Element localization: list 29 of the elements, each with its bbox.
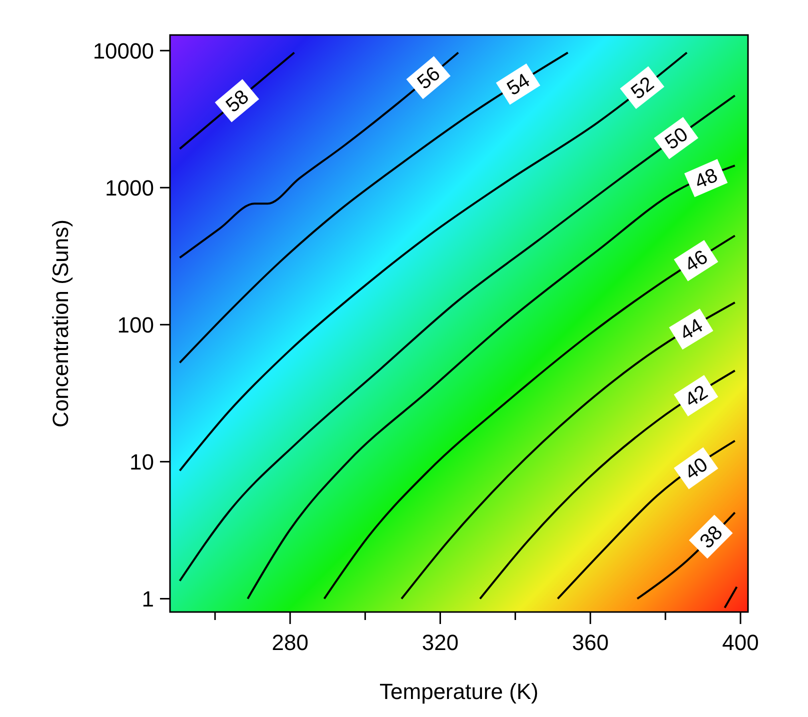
text: 46 <box>681 246 712 277</box>
y-tick-label: 10 <box>130 449 154 474</box>
line-series <box>178 52 460 259</box>
y-axis-title: Concentration (Suns) <box>48 220 73 428</box>
text: 44 <box>676 314 707 346</box>
x-tick-label: 400 <box>722 630 759 655</box>
text: 56 <box>413 62 445 94</box>
y-tick-label: 100 <box>117 312 154 338</box>
line-series <box>178 52 569 364</box>
text: 40 <box>681 454 712 484</box>
x-tick-label: 280 <box>272 630 308 655</box>
text: 42 <box>681 381 712 412</box>
y-tick-label: 10000 <box>92 38 154 64</box>
line-series <box>479 370 736 600</box>
line-series <box>400 302 736 600</box>
line-series <box>323 234 736 600</box>
text: 54 <box>503 70 534 100</box>
x-tick-label: 360 <box>572 630 609 655</box>
line-series <box>556 440 736 600</box>
text: 48 <box>692 164 721 194</box>
text: 52 <box>627 72 658 104</box>
text: 58 <box>222 86 254 118</box>
text: 38 <box>696 522 728 554</box>
y-tick-label: 1000 <box>105 175 154 200</box>
y-tick-label: 1 <box>142 586 154 612</box>
x-tick-label: 320 <box>422 630 459 655</box>
text: 50 <box>661 123 692 154</box>
line-series <box>246 164 736 600</box>
x-axis-title: Temperature (K) <box>380 679 538 704</box>
